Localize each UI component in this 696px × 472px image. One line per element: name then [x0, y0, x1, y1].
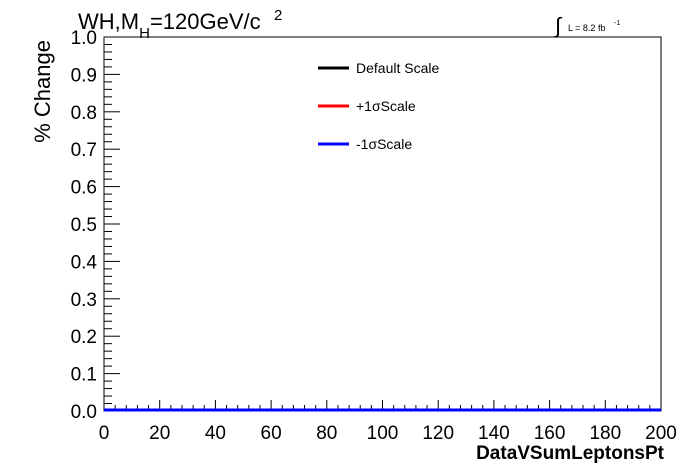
x-tick-label: 40	[205, 423, 226, 444]
luminosity-label: ∫ L = 8.2 fb -1	[553, 13, 620, 38]
x-tick-label: 0	[99, 423, 110, 444]
x-tick-label: 60	[261, 423, 282, 444]
y-tick-label: 0.1	[71, 365, 97, 386]
plot-frame	[103, 36, 662, 412]
y-axis-label: % Change	[30, 40, 55, 143]
y-tick-label: 0.6	[71, 178, 97, 199]
y-tick-label: 0.0	[71, 402, 97, 423]
x-tick-label: 180	[589, 423, 621, 444]
y-tick-label: 0.9	[71, 65, 97, 86]
y-tick-label: 0.4	[71, 252, 98, 273]
title-subscript: H	[139, 25, 150, 42]
title-main: WH,M	[78, 9, 139, 34]
integral-sign: ∫	[553, 13, 563, 38]
x-tick-label: 120	[422, 423, 454, 444]
x-tick-label: 140	[478, 423, 510, 444]
x-axis: 0 20 40 60 80 100 120 140 160 180 200	[99, 400, 677, 444]
luminosity-text: L = 8.2 fb	[568, 23, 605, 33]
x-tick-label: 20	[149, 423, 170, 444]
svg-text:WH,MH=120GeV/c: WH,MH=120GeV/c	[78, 9, 261, 42]
y-tick-label: 0.2	[71, 327, 97, 348]
y-axis: 0.0 0.1 0.2 0.3 0.4 0.5 0.6 0.7 0.8 0.9 1.0	[71, 28, 120, 423]
x-axis-label: DataVSumLeptonsPt	[476, 443, 665, 464]
y-tick-label: 0.7	[71, 140, 97, 161]
y-tick-label: 0.5	[71, 215, 97, 236]
x-tick-label: 100	[367, 423, 399, 444]
legend-label: +1σScale	[356, 98, 416, 114]
y-tick-label: 0.8	[71, 103, 97, 124]
legend-label: Default Scale	[356, 60, 439, 76]
y-tick-label: 1.0	[71, 28, 97, 49]
x-tick-label: 160	[534, 423, 566, 444]
luminosity-superscript: -1	[614, 20, 620, 27]
legend: Default Scale +1σScale -1σScale	[318, 60, 439, 152]
title-rest: =120GeV/c	[150, 9, 261, 34]
chart-title: WH,MH=120GeV/c 2	[78, 7, 282, 42]
x-tick-label: 80	[316, 423, 337, 444]
legend-label: -1σScale	[356, 136, 412, 152]
title-superscript: 2	[274, 7, 282, 24]
y-tick-label: 0.3	[71, 290, 97, 311]
x-tick-label: 200	[645, 423, 677, 444]
